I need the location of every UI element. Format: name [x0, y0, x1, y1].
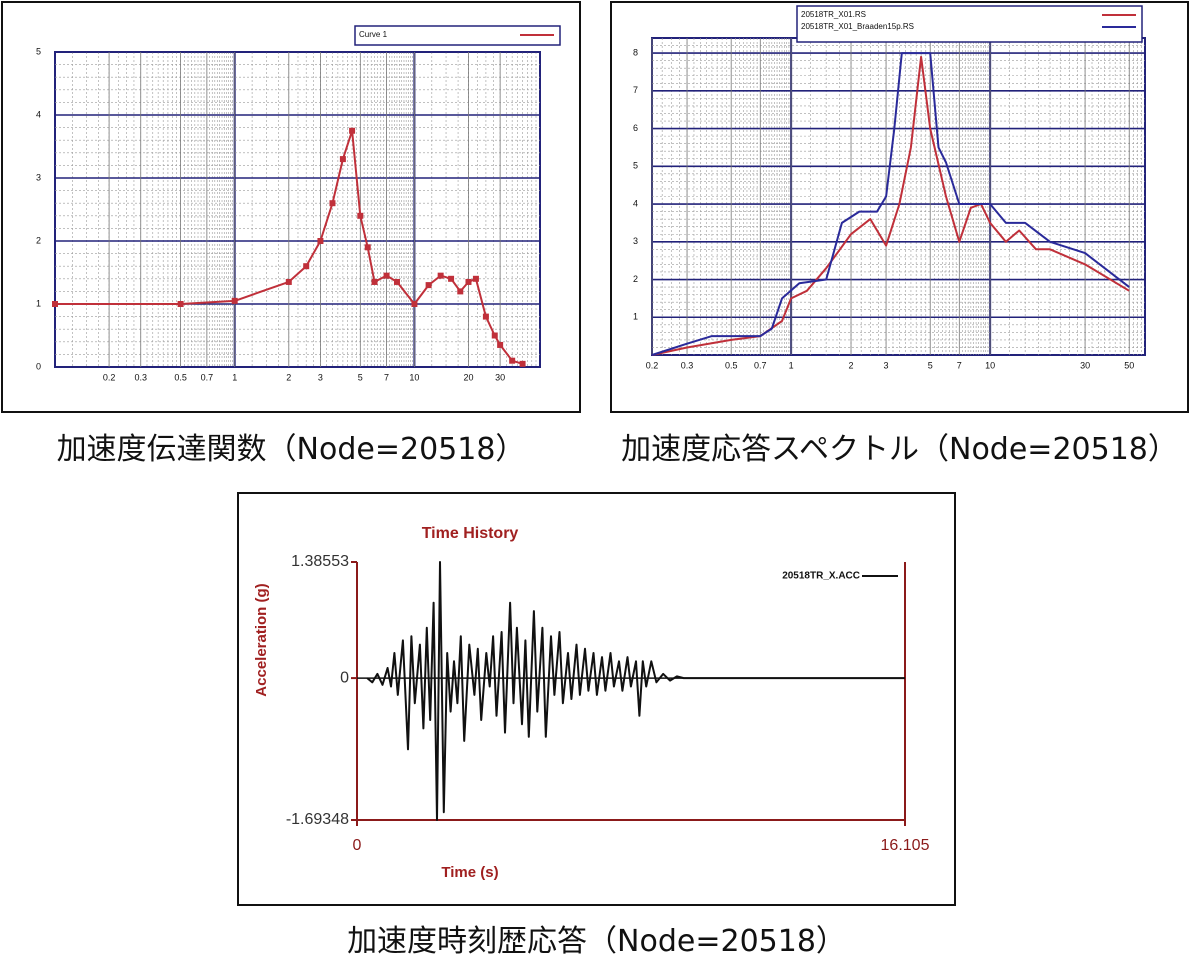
- x-tick-label: 2: [286, 372, 291, 382]
- x-tick-label: 0.3: [134, 372, 147, 382]
- point-marker: [519, 360, 526, 367]
- y-tick-label: 4: [633, 198, 638, 208]
- y-tick-label: 2: [36, 235, 41, 245]
- x-tick-label: 0.7: [754, 360, 767, 370]
- legend-label: 20518TR_X.ACC: [782, 571, 860, 582]
- caption: 加速度応答スペクトル（Node=20518）: [621, 432, 1178, 467]
- legend-label: Curve 1: [359, 30, 388, 39]
- legend-box: [354, 25, 561, 46]
- x-tick-label: 0: [353, 837, 362, 854]
- legend-box: [796, 5, 1143, 43]
- series-line: [651, 55, 1130, 356]
- y-axis-label: Acceleration (g): [253, 583, 270, 696]
- plot-area: [54, 51, 541, 368]
- legend-label: 20518TR_X01.RS: [801, 10, 866, 19]
- chart-title: Time History: [422, 525, 519, 542]
- caption: 加速度時刻歴応答（Node=20518）: [347, 924, 846, 954]
- x-tick-label: 30: [1080, 360, 1090, 370]
- y-tick-label: 8: [633, 47, 638, 57]
- point-marker: [52, 301, 58, 307]
- x-tick-label: 5: [928, 360, 933, 370]
- point-marker: [393, 278, 400, 285]
- y-tick-label: 4: [36, 109, 41, 119]
- x-tick-label: 0.3: [681, 360, 694, 370]
- point-marker: [457, 288, 464, 295]
- x-axis-label: Time (s): [441, 864, 498, 881]
- y-tick-label: -1.69348: [286, 811, 349, 828]
- x-tick-label: 3: [884, 360, 889, 370]
- x-tick-label: 3: [318, 372, 323, 382]
- x-tick-label: 5: [358, 372, 363, 382]
- point-marker: [465, 278, 472, 285]
- x-tick-label: 7: [957, 360, 962, 370]
- point-marker: [349, 127, 356, 134]
- series-line: [55, 129, 523, 365]
- x-tick-label: 1: [789, 360, 794, 370]
- point-marker: [231, 297, 238, 304]
- point-marker: [448, 275, 455, 282]
- y-tick-label: 3: [36, 172, 41, 182]
- y-tick-label: 1: [36, 298, 41, 308]
- x-tick-label: 0.5: [725, 360, 738, 370]
- point-marker: [411, 301, 418, 307]
- y-tick-label: 1.38553: [291, 553, 349, 570]
- y-tick-label: 0: [340, 669, 349, 686]
- x-tick-label: 50: [1124, 360, 1134, 370]
- point-marker: [329, 200, 336, 207]
- point-marker: [437, 272, 444, 279]
- point-marker: [317, 238, 324, 244]
- x-tick-label: 16.105: [881, 837, 930, 854]
- y-tick-label: 5: [633, 161, 638, 171]
- x-tick-label: 10: [409, 372, 419, 382]
- point-marker: [177, 301, 184, 307]
- y-tick-label: 3: [633, 236, 638, 246]
- y-tick-label: 7: [633, 85, 638, 95]
- point-marker: [383, 272, 390, 279]
- point-marker: [497, 341, 504, 348]
- point-marker: [482, 313, 489, 320]
- x-tick-label: 0.2: [103, 372, 116, 382]
- x-tick-label: 30: [495, 372, 505, 382]
- point-marker: [285, 278, 292, 285]
- x-tick-label: 20: [463, 372, 473, 382]
- point-marker: [371, 278, 378, 285]
- x-tick-label: 10: [985, 360, 995, 370]
- point-marker: [509, 357, 516, 364]
- y-tick-label: 1: [633, 312, 638, 322]
- y-tick-label: 0: [36, 361, 41, 371]
- point-marker: [472, 275, 479, 282]
- point-marker: [357, 212, 364, 219]
- y-tick-label: 6: [633, 123, 638, 133]
- x-tick-label: 0.2: [646, 360, 659, 370]
- series-line: [651, 52, 1130, 356]
- legend-label: 20518TR_X01_Braaden15p.RS: [801, 22, 914, 31]
- point-marker: [339, 156, 346, 163]
- x-tick-label: 0.7: [201, 372, 214, 382]
- x-tick-label: 0.5: [174, 372, 187, 382]
- point-marker: [364, 244, 371, 251]
- x-tick-label: 2: [849, 360, 854, 370]
- point-marker: [491, 332, 498, 339]
- y-tick-label: 5: [36, 46, 41, 56]
- y-tick-label: 2: [633, 274, 638, 284]
- x-tick-label: 1: [232, 372, 237, 382]
- point-marker: [303, 263, 310, 270]
- x-tick-label: 7: [384, 372, 389, 382]
- caption: 加速度伝達関数（Node=20518）: [56, 432, 526, 467]
- point-marker: [425, 282, 432, 289]
- series-line: [366, 561, 905, 821]
